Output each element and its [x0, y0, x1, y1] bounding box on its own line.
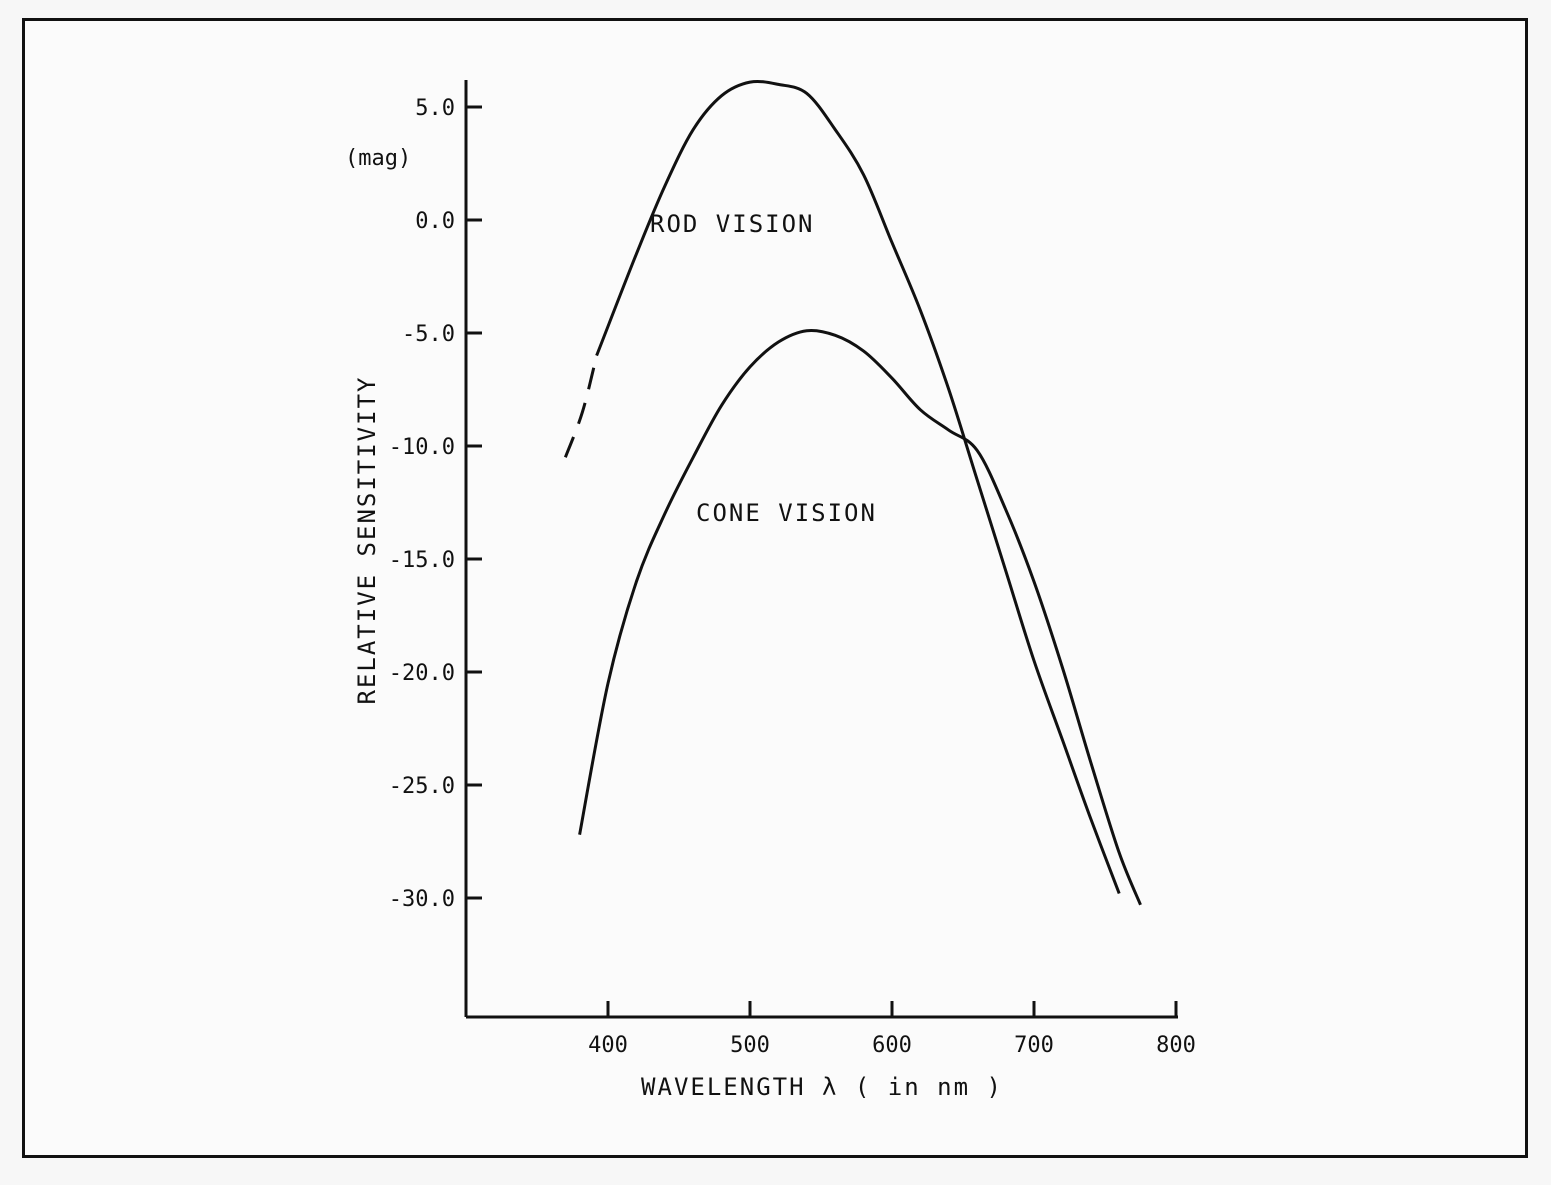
y-tick-label: -5.0: [402, 322, 455, 347]
x-tick-label: 700: [1014, 1033, 1054, 1058]
cone-vision-label: CONE VISION: [696, 499, 877, 527]
rod-vision-dashed-extension: [563, 355, 599, 458]
y-axis-unit: (mag): [345, 146, 411, 171]
rod-vision-curve: [595, 79, 1121, 895]
x-axis-label: WAVELENGTH λ ( in nm ): [641, 1073, 1003, 1101]
x-tick-label: 500: [730, 1033, 770, 1058]
x-tick-label: 800: [1156, 1033, 1196, 1058]
y-axis-label: RELATIVE SENSITIVITY: [353, 376, 381, 705]
y-tick-label: 0.0: [415, 209, 455, 234]
y-tick-label: -10.0: [389, 435, 455, 460]
ticks: 5.0 0.0 -5.0 -10.0 -15.0 -20.0 -25.0 -30.0 400 50…: [389, 96, 1196, 1058]
x-tick-label: 400: [588, 1033, 628, 1058]
axes: [464, 80, 1178, 1019]
y-tick-label: 5.0: [415, 96, 455, 121]
cone-vision-curve: [578, 328, 1142, 906]
rod-vision-label: ROD VISION: [650, 210, 815, 238]
y-tick-label: -30.0: [389, 887, 455, 912]
x-tick-label: 600: [872, 1033, 912, 1058]
y-tick-label: -25.0: [389, 774, 455, 799]
curves: [563, 79, 1142, 906]
y-tick-label: -15.0: [389, 548, 455, 573]
y-tick-label: -20.0: [389, 661, 455, 686]
figure-frame: [22, 18, 1528, 1158]
